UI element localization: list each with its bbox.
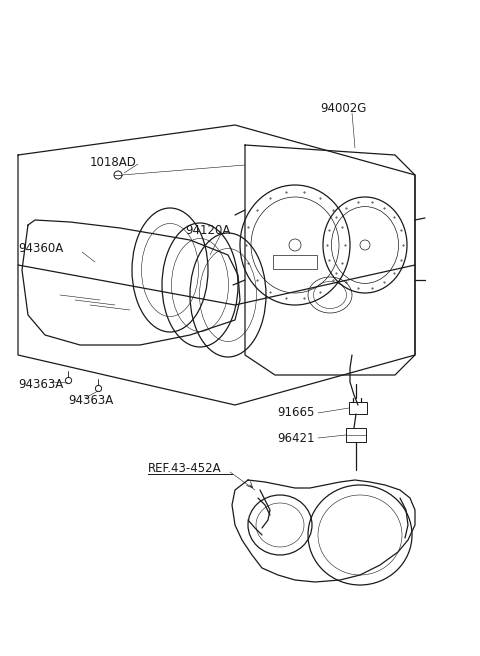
Text: 96421: 96421 — [277, 432, 315, 445]
Circle shape — [114, 171, 122, 179]
Text: 94363A: 94363A — [18, 379, 63, 392]
Text: 1018AD: 1018AD — [90, 155, 137, 169]
Text: 94002G: 94002G — [320, 102, 366, 115]
Circle shape — [360, 240, 370, 250]
Bar — [346, 428, 366, 442]
Text: 91665: 91665 — [277, 405, 315, 419]
Text: REF.43-452A: REF.43-452A — [148, 462, 222, 474]
Text: 94120A: 94120A — [185, 224, 230, 237]
Text: 94360A: 94360A — [18, 241, 63, 255]
Text: 94363A: 94363A — [68, 394, 113, 407]
Circle shape — [289, 239, 301, 251]
Bar — [349, 402, 367, 414]
Bar — [273, 255, 317, 269]
